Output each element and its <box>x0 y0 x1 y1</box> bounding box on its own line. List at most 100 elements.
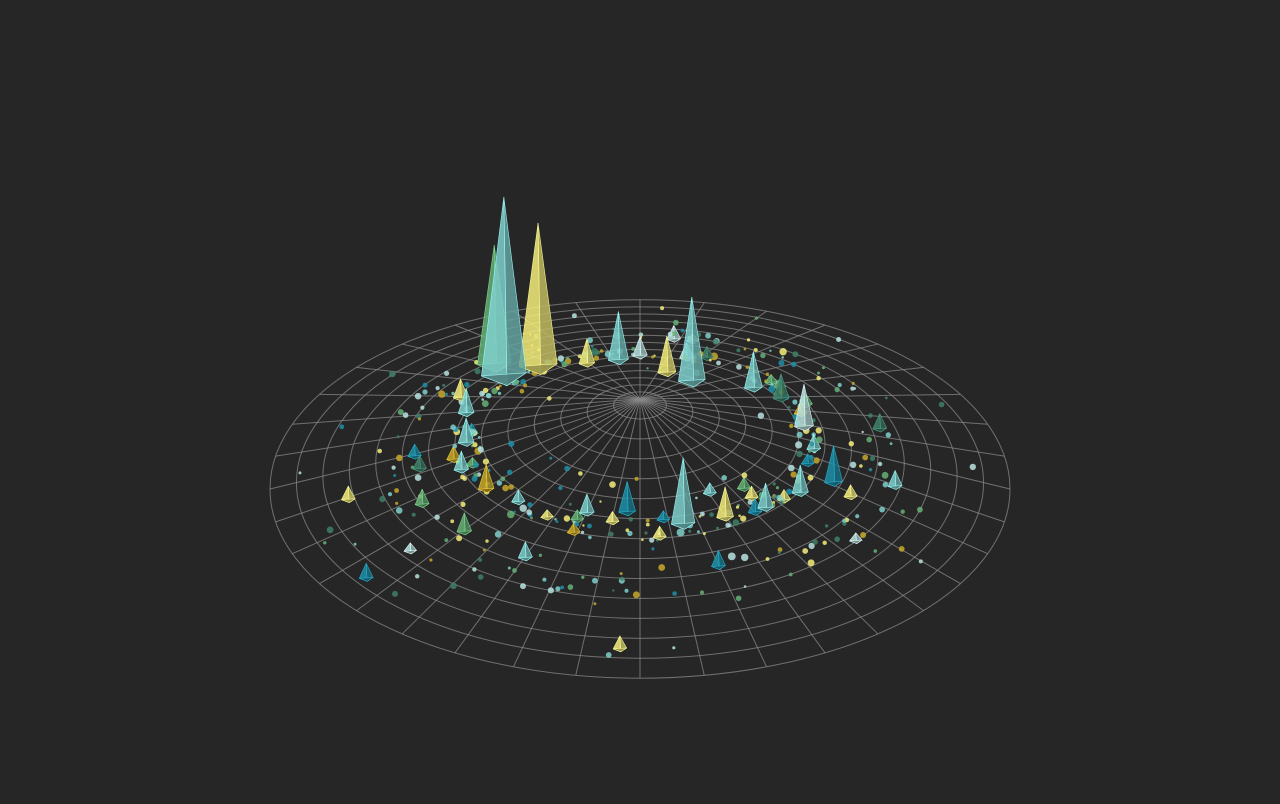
scatter-point <box>578 471 583 476</box>
spike-face <box>481 196 508 386</box>
scatter-point <box>513 379 519 385</box>
scatter-point <box>638 332 644 338</box>
scatter-point <box>563 515 571 522</box>
scatter-point <box>760 352 766 359</box>
scatter-point <box>477 574 484 580</box>
spike-face <box>702 492 717 497</box>
polar-grid <box>269 299 1011 679</box>
scatter-point <box>877 461 883 467</box>
scatter-point <box>824 524 829 528</box>
scatter-point <box>471 475 478 482</box>
spike-face <box>716 516 734 522</box>
spike-face <box>457 441 475 447</box>
scatter-spike <box>567 522 581 536</box>
scatter-point <box>727 552 736 561</box>
scatter-spike <box>700 346 714 361</box>
scatter-spike <box>570 509 584 523</box>
scatter-point <box>898 546 905 552</box>
scatter-point <box>705 332 711 339</box>
scatter-point <box>695 496 698 500</box>
scatter-point <box>768 385 776 393</box>
scatter-point <box>812 539 818 545</box>
spike-face <box>794 383 806 432</box>
scatter-point <box>860 532 867 538</box>
scatter-point <box>649 537 655 543</box>
scatter-point <box>676 528 685 537</box>
data-spike <box>458 388 475 417</box>
data-spike <box>632 336 648 360</box>
data-spike <box>716 486 734 522</box>
scatter-point <box>491 387 498 395</box>
scatter-point <box>969 463 976 471</box>
scatter-point <box>450 582 457 590</box>
scatter-point <box>834 536 840 542</box>
spike-face <box>794 425 814 432</box>
scatter-point <box>688 529 692 533</box>
scatter-point <box>709 512 714 517</box>
scatter-point <box>547 396 552 401</box>
scatter-point <box>716 360 721 366</box>
scatter-point <box>745 365 749 369</box>
scatter-point <box>680 328 685 333</box>
scatter-point <box>520 583 526 590</box>
scatter-point <box>773 494 778 499</box>
grid-spoke <box>356 366 641 400</box>
spike-face <box>578 338 589 368</box>
scatter-point <box>834 387 840 393</box>
scatter-point <box>590 348 599 356</box>
spike-face <box>737 487 751 492</box>
spike-face <box>757 506 774 512</box>
data-spike <box>481 196 527 386</box>
scatter-point <box>861 430 864 434</box>
scatter-point <box>765 372 770 376</box>
spike-face <box>849 539 863 544</box>
scatter-point <box>816 436 823 444</box>
scatter-point <box>298 471 302 475</box>
scatter-point <box>395 507 403 514</box>
scatter-point <box>389 370 396 378</box>
data-spike <box>791 464 809 497</box>
grid-spoke <box>639 398 705 676</box>
scatter-point <box>631 347 636 351</box>
data-spike <box>794 383 814 432</box>
scatter-point <box>764 379 768 383</box>
scatter-spike <box>341 485 356 503</box>
scatter-spike <box>744 485 759 502</box>
scatter-spike <box>702 482 717 497</box>
spike-face <box>503 196 527 386</box>
scatter-point <box>736 364 742 370</box>
scatter-point <box>481 398 485 401</box>
spike-face <box>744 386 763 393</box>
spike-face <box>518 363 558 375</box>
scatter-point <box>698 515 702 518</box>
spike-face <box>446 458 461 463</box>
data-spike <box>457 417 475 447</box>
scatter-point <box>699 590 705 595</box>
scatter-point <box>558 485 563 491</box>
spike-face <box>887 485 903 490</box>
scatter-point <box>822 540 827 545</box>
grid-spoke <box>319 393 641 400</box>
scatter-point <box>486 393 492 399</box>
scatter-point <box>776 494 783 501</box>
scatter-point <box>512 568 517 573</box>
spike-layer <box>452 196 903 570</box>
spike-face <box>579 511 595 517</box>
scatter-point <box>561 361 568 368</box>
scatter-point <box>396 454 403 462</box>
data-spike <box>618 481 636 517</box>
scatter-point <box>574 521 580 527</box>
scatter-point <box>422 382 428 388</box>
spike-face <box>453 468 469 474</box>
spike-face <box>618 311 629 365</box>
scatter-point <box>530 516 533 520</box>
scatter-point <box>611 327 615 331</box>
scatter-spike <box>358 562 374 582</box>
scatter-point <box>673 319 679 326</box>
scatter-point <box>482 458 489 465</box>
data-spike <box>678 296 706 388</box>
scatter-point <box>882 481 889 488</box>
spike-face <box>747 511 763 516</box>
scatter-point <box>444 538 449 542</box>
scatter-point <box>873 549 878 553</box>
